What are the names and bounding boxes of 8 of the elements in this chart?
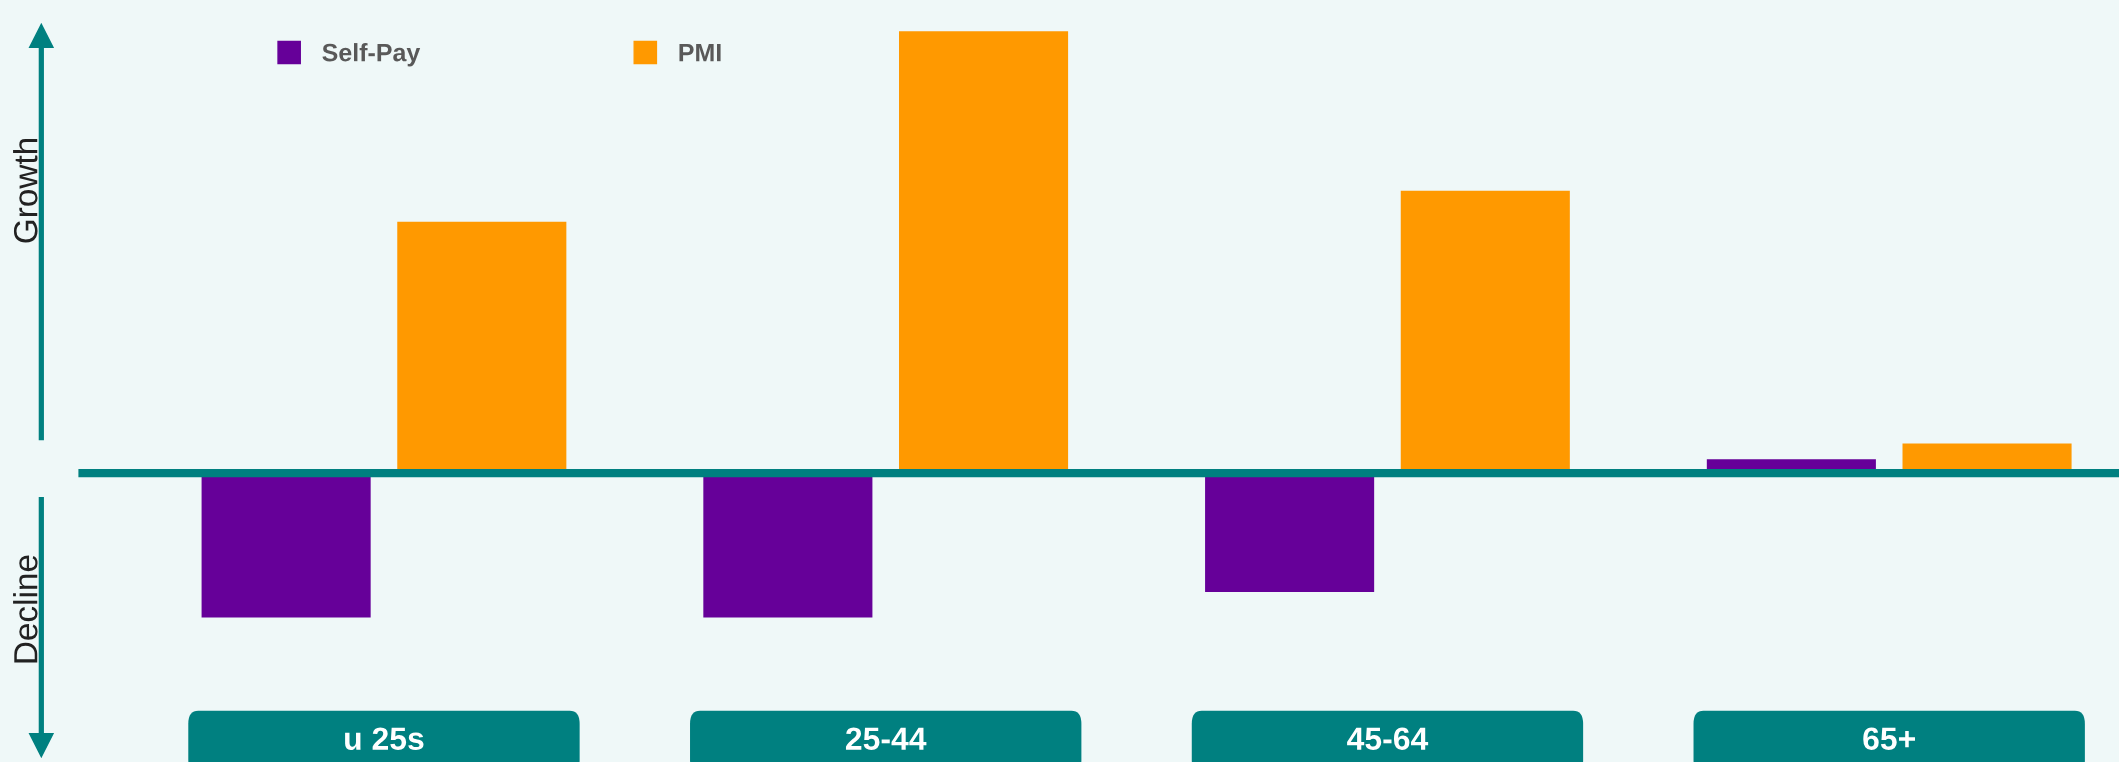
x-tick-label: u 25s bbox=[345, 727, 424, 750]
legend-label: PMI bbox=[679, 43, 721, 62]
text: Decline bbox=[13, 555, 38, 663]
legend-label: Self-Pay bbox=[322, 43, 421, 67]
x-tick-label: 65+ bbox=[1863, 727, 1915, 750]
x-tick-label: 45-64 bbox=[1347, 727, 1429, 750]
text: Growth bbox=[13, 138, 38, 243]
x-tick-label: 25-44 bbox=[845, 727, 927, 750]
